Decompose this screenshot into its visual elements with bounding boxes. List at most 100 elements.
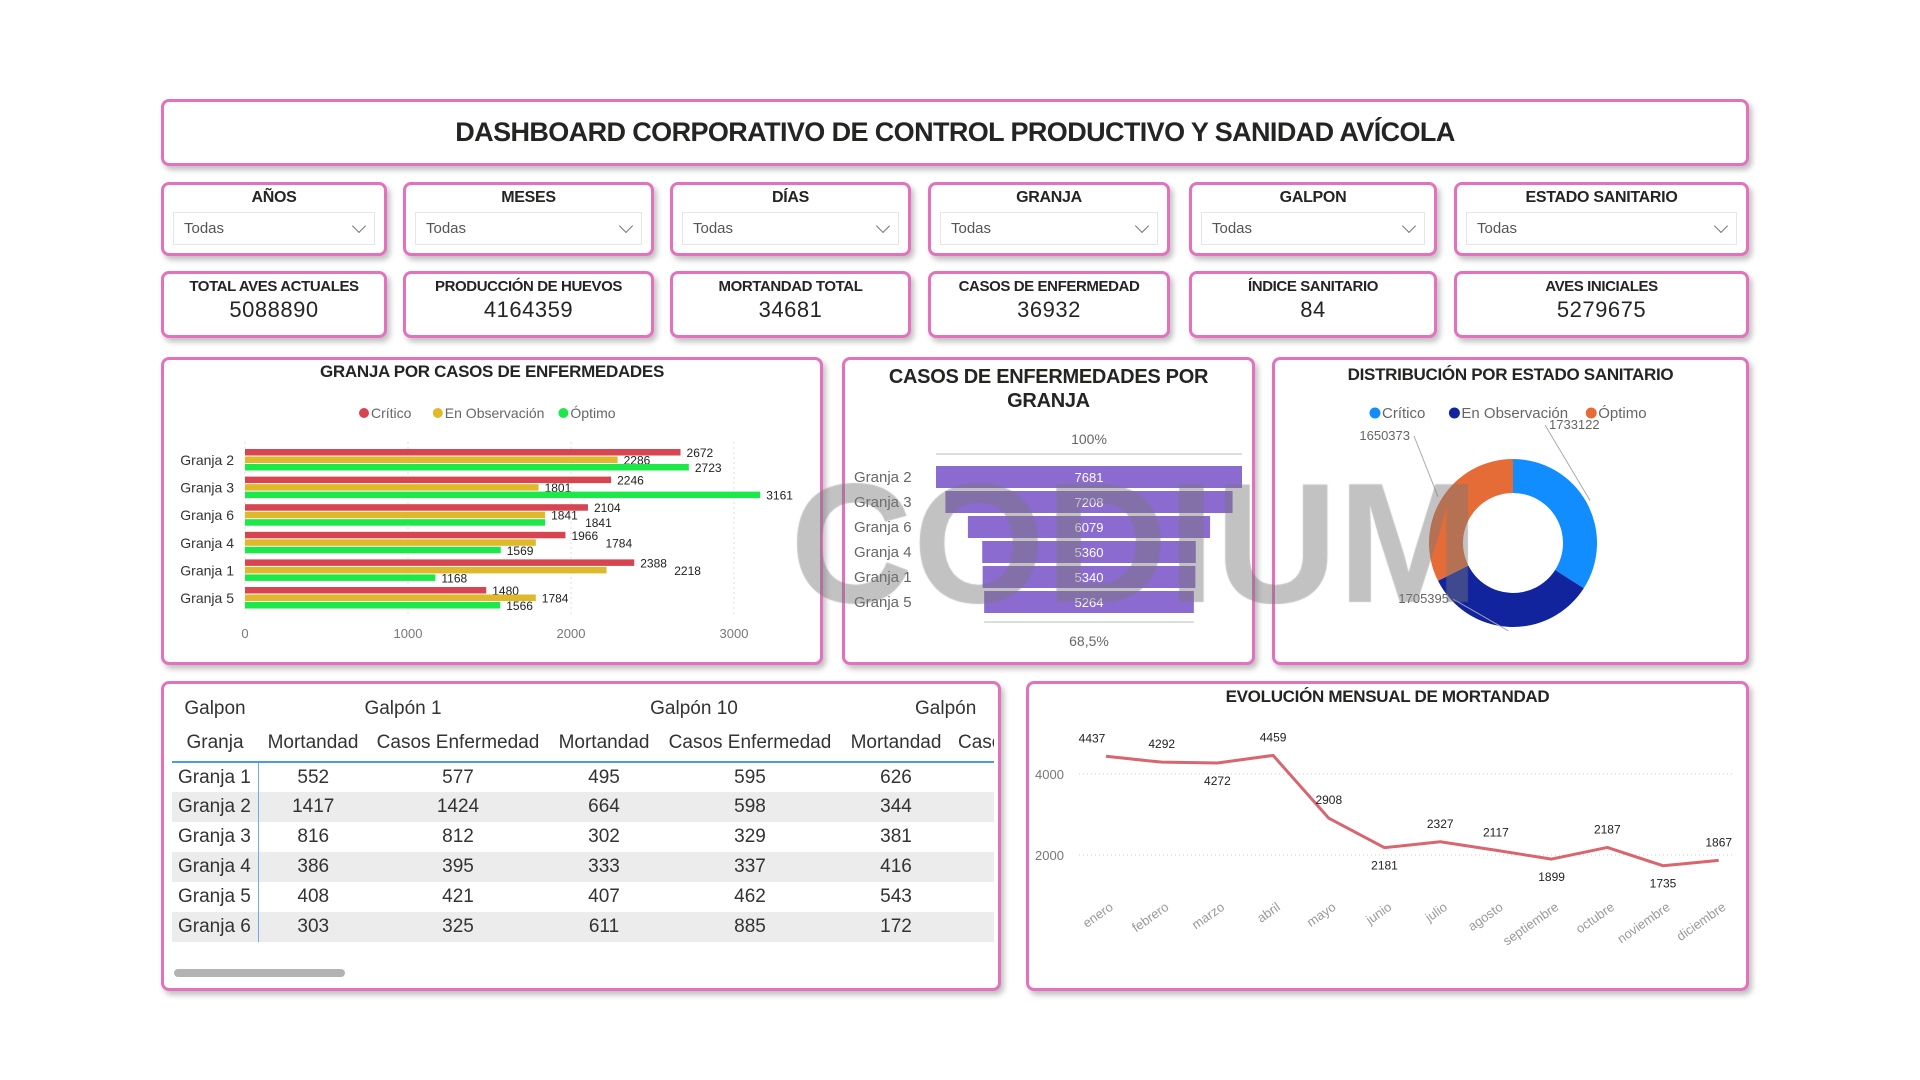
kpi-value: 34681	[758, 297, 823, 322]
column-header[interactable]: Mortandad	[840, 724, 952, 763]
filter-dropdown[interactable]: Todas	[940, 212, 1158, 245]
table-cell: 611	[548, 912, 660, 942]
data-label: 2181	[1371, 859, 1398, 873]
group-header[interactable]: Galpón 10	[650, 698, 738, 719]
x-tick-label: mayo	[1304, 899, 1339, 930]
kpi-label: CASOS DE ENFERMEDAD	[958, 278, 1140, 295]
funnel-value-label: 5264	[1075, 595, 1104, 610]
table-cell: 595	[734, 766, 766, 788]
data-label: 2388	[640, 556, 667, 570]
horizontal-scrollbar[interactable]	[174, 969, 345, 977]
bar	[245, 594, 536, 601]
row-header-label[interactable]: Granja	[172, 724, 258, 763]
funnel-value-label: 5340	[1075, 570, 1104, 585]
line-chart-card: EVOLUCIÓN MENSUAL DE MORTANDAD 2000 4000 4…	[1026, 681, 1749, 991]
table-row: Granja 5 408 421 407 462 543	[172, 882, 994, 912]
legend-marker	[432, 408, 443, 418]
table-cell: 344	[840, 792, 952, 822]
filter-slicer: GALPON Todas	[1189, 182, 1437, 256]
legend-label: Crítico	[1382, 405, 1425, 422]
x-tick-label: abril	[1254, 899, 1283, 925]
x-tick-label: marzo	[1189, 899, 1227, 932]
data-label: 1705395	[1398, 591, 1449, 606]
column-header[interactable]: Casos Enfermedad	[368, 724, 548, 763]
data-label: 1966	[571, 529, 598, 543]
column-header[interactable]: Mortandad	[258, 724, 368, 763]
data-label: 2327	[1427, 817, 1454, 831]
bar	[245, 504, 588, 511]
kpi-card: CASOS DE ENFERMEDAD 36932	[928, 271, 1170, 338]
kpi-card: MORTANDAD TOTAL 34681	[670, 271, 911, 338]
y-category-label: Granja 5	[180, 590, 234, 606]
filter-slicer: DÍAS Todas	[670, 182, 911, 256]
funnel-category-label: Granja 6	[854, 519, 912, 536]
column-header[interactable]: Casos Enfermedad	[952, 724, 994, 763]
chevron-down-icon	[618, 218, 634, 234]
legend-marker	[558, 408, 569, 418]
funnel-chart-title: CASOS DE ENFERMEDADES POR GRANJA	[888, 366, 1209, 412]
column-header[interactable]: Mortandad	[548, 724, 660, 763]
kpi-value: 84	[1300, 297, 1326, 322]
funnel-top-label: 100%	[1071, 431, 1107, 447]
table-cell: 329	[734, 826, 766, 847]
filter-dropdown[interactable]: Todas	[682, 212, 899, 245]
column-header[interactable]: Casos Enfermedad	[660, 724, 840, 763]
chevron-down-icon	[351, 218, 367, 234]
chevron-down-icon	[875, 218, 891, 234]
funnel-chart: 100% Granja 2 7681 Granja 3 7208 Granja 6 6079…	[854, 431, 1242, 649]
table-cell: 325	[368, 912, 548, 942]
table-row: Granja 6 303 325 611 885 172	[172, 912, 994, 942]
y-category-label: Granja 1	[180, 562, 234, 578]
donut-slice	[1513, 459, 1597, 589]
bar	[245, 602, 501, 609]
x-tick-label: octubre	[1573, 899, 1617, 936]
bar	[245, 519, 546, 526]
table-cell: 395	[368, 852, 548, 882]
table-cell: 302	[588, 826, 620, 847]
donut-chart-title: DISTRIBUCIÓN POR ESTADO SANITARIO	[1347, 365, 1674, 384]
filter-dropdown[interactable]: Todas	[1466, 212, 1737, 245]
table-cell: 1424	[368, 792, 548, 822]
bar	[245, 456, 618, 463]
chevron-down-icon	[1134, 218, 1150, 234]
filter-slicer: ESTADO SANITARIO Todas	[1454, 182, 1749, 256]
group-header[interactable]: Galpón	[915, 698, 977, 719]
bar	[245, 539, 536, 546]
funnel-category-label: Granja 1	[854, 569, 912, 586]
data-label: 4437	[1079, 731, 1106, 745]
bar	[245, 511, 546, 519]
group-header[interactable]: Galpón 1	[364, 698, 442, 719]
dashboard-title-card: DASHBOARD CORPORATIVO DE CONTROL PRODUCT…	[161, 99, 1749, 166]
filter-value: Todas	[1212, 220, 1253, 237]
filter-dropdown[interactable]: Todas	[173, 212, 375, 245]
x-tick-label: julio	[1422, 899, 1450, 925]
kpi-card: PRODUCCIÓN DE HUEVOS 4164359	[403, 271, 654, 338]
filter-slicer: AÑOS Todas	[161, 182, 387, 256]
bar	[245, 449, 681, 456]
filter-label: GRANJA	[1016, 189, 1082, 206]
data-label: 2723	[695, 461, 722, 475]
filter-value: Todas	[693, 220, 734, 237]
filter-dropdown[interactable]: Todas	[415, 212, 642, 245]
data-label: 2104	[594, 501, 621, 515]
kpi-label: TOTAL AVES ACTUALES	[189, 278, 359, 295]
table-cell	[952, 822, 994, 852]
filter-label: GALPON	[1279, 189, 1347, 206]
funnel-value-label: 5360	[1075, 545, 1104, 560]
line-series	[1105, 753, 1719, 868]
legend-marker	[1448, 407, 1460, 419]
table-row: Granja 4 386 395 333 337 416	[172, 852, 994, 882]
table-cell: 386	[258, 852, 368, 882]
row-header-cell: Granja 6	[172, 912, 259, 942]
matrix-table: Galpon Galpón 1 Galpón 10 Galpón Granja M…	[172, 694, 994, 944]
filter-label: MESES	[501, 189, 556, 206]
filter-dropdown[interactable]: Todas	[1201, 212, 1425, 245]
leader-line	[1413, 435, 1439, 498]
table-cell: 626	[880, 766, 912, 788]
data-label: 1841	[585, 516, 612, 530]
kpi-card: ÍNDICE SANITARIO 84	[1189, 271, 1437, 338]
x-tick-label: enero	[1080, 899, 1116, 930]
legend-marker	[1369, 407, 1381, 419]
bar	[245, 546, 501, 554]
